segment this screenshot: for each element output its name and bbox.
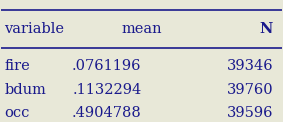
Text: variable: variable	[4, 22, 64, 36]
Text: fire: fire	[4, 59, 30, 73]
Text: bdum: bdum	[4, 83, 46, 97]
Text: occ: occ	[4, 106, 29, 120]
Text: 39346: 39346	[227, 59, 273, 73]
Text: .1132294: .1132294	[72, 83, 142, 97]
Text: .0761196: .0761196	[72, 59, 142, 73]
Text: 39760: 39760	[227, 83, 273, 97]
Text: .4904788: .4904788	[72, 106, 142, 120]
Text: 39596: 39596	[227, 106, 273, 120]
Text: mean: mean	[121, 22, 162, 36]
Text: N: N	[260, 22, 273, 36]
